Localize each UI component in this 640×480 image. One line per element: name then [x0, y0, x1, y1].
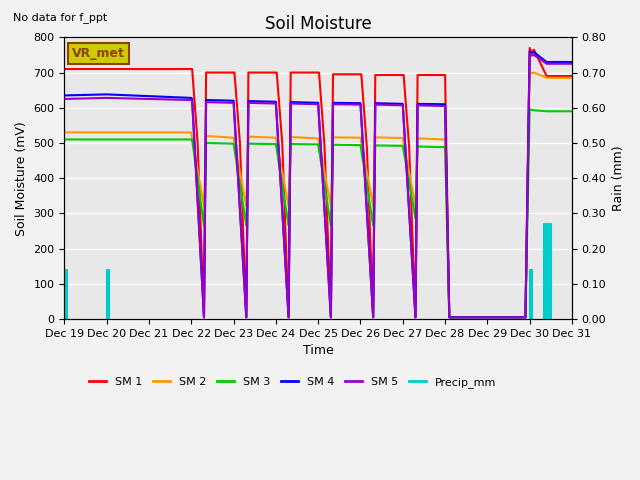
Y-axis label: Soil Moisture (mV): Soil Moisture (mV) — [15, 121, 28, 236]
Title: Soil Moisture: Soil Moisture — [265, 15, 372, 33]
Y-axis label: Rain (mm): Rain (mm) — [612, 145, 625, 211]
Legend: SM 1, SM 2, SM 3, SM 4, SM 5, Precip_mm: SM 1, SM 2, SM 3, SM 4, SM 5, Precip_mm — [85, 372, 500, 392]
X-axis label: Time: Time — [303, 344, 333, 357]
Text: No data for f_ppt: No data for f_ppt — [13, 12, 107, 23]
Text: VR_met: VR_met — [72, 47, 125, 60]
